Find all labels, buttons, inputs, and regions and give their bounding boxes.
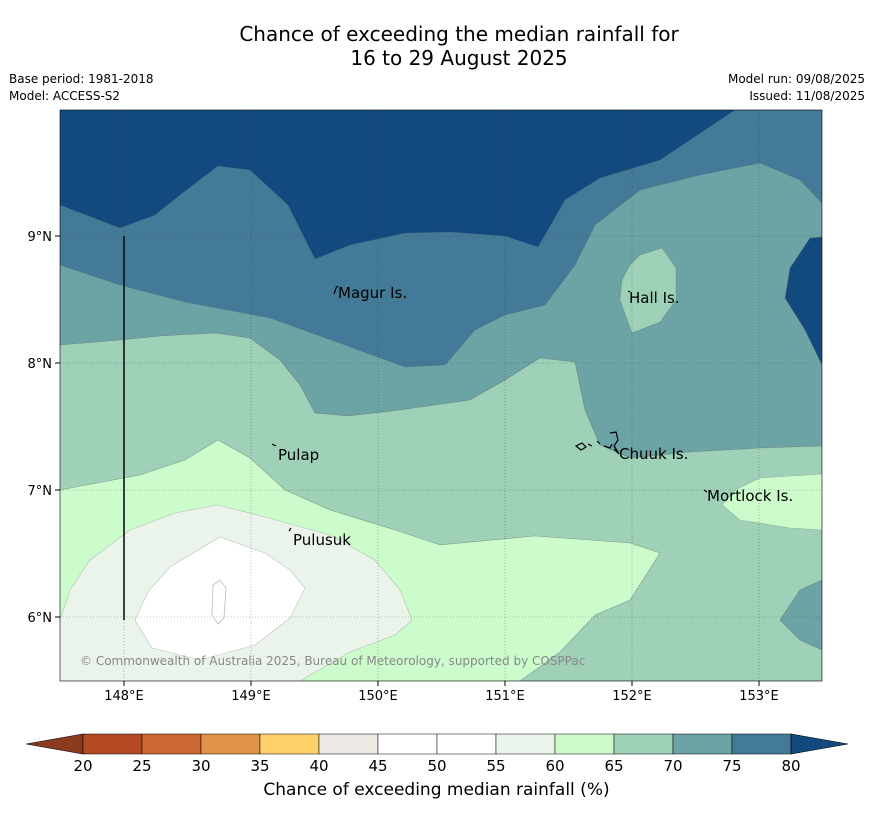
colorbar-tick-label: 40	[309, 757, 328, 775]
lon-label-153: 153°E	[739, 689, 779, 704]
base-period-text: Base period: 1981-2018	[9, 72, 154, 86]
lat-label-9: 9°N	[28, 230, 53, 245]
colorbar-swatch	[377, 733, 438, 755]
magur-island-shape	[333, 285, 339, 295]
chuuk-island-shape	[574, 431, 620, 455]
place-label-magur: Magur Is.	[338, 284, 407, 302]
title-line-1: Chance of exceeding the median rainfall …	[239, 22, 679, 46]
contour-fill	[60, 110, 822, 681]
pulap-island-shape	[271, 443, 277, 447]
colorbar-extend-high	[790, 733, 849, 755]
lat-label-6: 6°N	[28, 611, 53, 626]
colorbar-swatch	[200, 733, 261, 755]
place-label-pulusuk: Pulusuk	[293, 531, 351, 549]
colorbar-tick-label: 65	[604, 757, 623, 775]
map-title: Chance of exceeding the median rainfall …	[0, 22, 873, 70]
colorbar-tick-label: 50	[427, 757, 446, 775]
zone-above-80	[60, 110, 736, 260]
lon-label-148: 148°E	[104, 689, 144, 704]
lat-axis: 9°N 8°N 7°N 6°N	[28, 230, 60, 626]
title-line-2: 16 to 29 August 2025	[350, 46, 568, 70]
colorbar-swatch	[259, 733, 320, 755]
colorbar-swatch	[495, 733, 556, 755]
colorbar-swatch	[141, 733, 202, 755]
colorbar-swatch	[554, 733, 615, 755]
lat-label-8: 8°N	[28, 357, 53, 372]
colorbar-swatch	[82, 733, 143, 755]
lon-label-149: 149°E	[231, 689, 271, 704]
zone-50-55	[134, 536, 306, 661]
issued-text: Issued: 11/08/2025	[749, 89, 865, 103]
colorbar-tick-label: 20	[73, 757, 92, 775]
colorbar-title: Chance of exceeding median rainfall (%)	[263, 780, 610, 800]
lon-label-152: 152°E	[612, 689, 652, 704]
place-label-pulap: Pulap	[278, 446, 319, 464]
colorbar-tick-label: 60	[545, 757, 564, 775]
colorbar-swatch	[731, 733, 792, 755]
colorbar-swatch	[436, 733, 497, 755]
zone-70-75	[60, 162, 822, 459]
colorbar-tick-label: 30	[191, 757, 210, 775]
model-run-text: Model run: 09/08/2025	[727, 72, 865, 86]
colorbar-tick-label: 35	[250, 757, 269, 775]
map-frame	[59, 109, 823, 682]
colorbar-swatch	[613, 733, 674, 755]
colorbar-extend-low	[25, 733, 84, 755]
place-label-mortlock: Mortlock Is.	[707, 487, 793, 505]
zone-60-65-mortlock	[721, 473, 822, 531]
colorbar-tick-label: 70	[663, 757, 682, 775]
zone-65-70-hall	[619, 247, 677, 334]
lon-label-151: 151°E	[485, 689, 525, 704]
colorbar-swatch	[318, 733, 379, 755]
mortlock-island-shape	[703, 489, 708, 493]
lat-label-7: 7°N	[28, 484, 53, 499]
place-labels: Magur Is. Hall Is. Pulap Chuuk Is. Mortl…	[278, 284, 793, 549]
colorbar-swatch	[672, 733, 733, 755]
copyright-text: © Commonwealth of Australia 2025, Bureau…	[80, 654, 585, 668]
place-label-chuuk: Chuuk Is.	[619, 445, 688, 463]
lon-axis: 148°E 149°E 150°E 151°E 152°E 153°E	[104, 681, 779, 704]
hall-island-shape	[627, 290, 631, 293]
run-info: Model run: 09/08/2025 Issued: 11/08/2025	[728, 71, 865, 105]
model-text: Model: ACCESS-S2	[9, 89, 121, 103]
colorbar-tick-label: 25	[132, 757, 151, 775]
colorbar-tick-label: 55	[486, 757, 505, 775]
place-label-hall: Hall Is.	[629, 289, 680, 307]
islands	[211, 285, 708, 625]
colorbar-tick-label: 80	[781, 757, 800, 775]
colorbar: 20 25 30 35 40 45 50 55 60 65 70 75 80	[25, 733, 849, 775]
colorbar-tick-label: 45	[368, 757, 387, 775]
model-info: Base period: 1981-2018 Model: ACCESS-S2	[9, 71, 154, 105]
contour-detail	[211, 579, 227, 625]
pulusuk-island-shape	[288, 527, 292, 532]
lon-label-150: 150°E	[358, 689, 398, 704]
colorbar-tick-label: 75	[722, 757, 741, 775]
